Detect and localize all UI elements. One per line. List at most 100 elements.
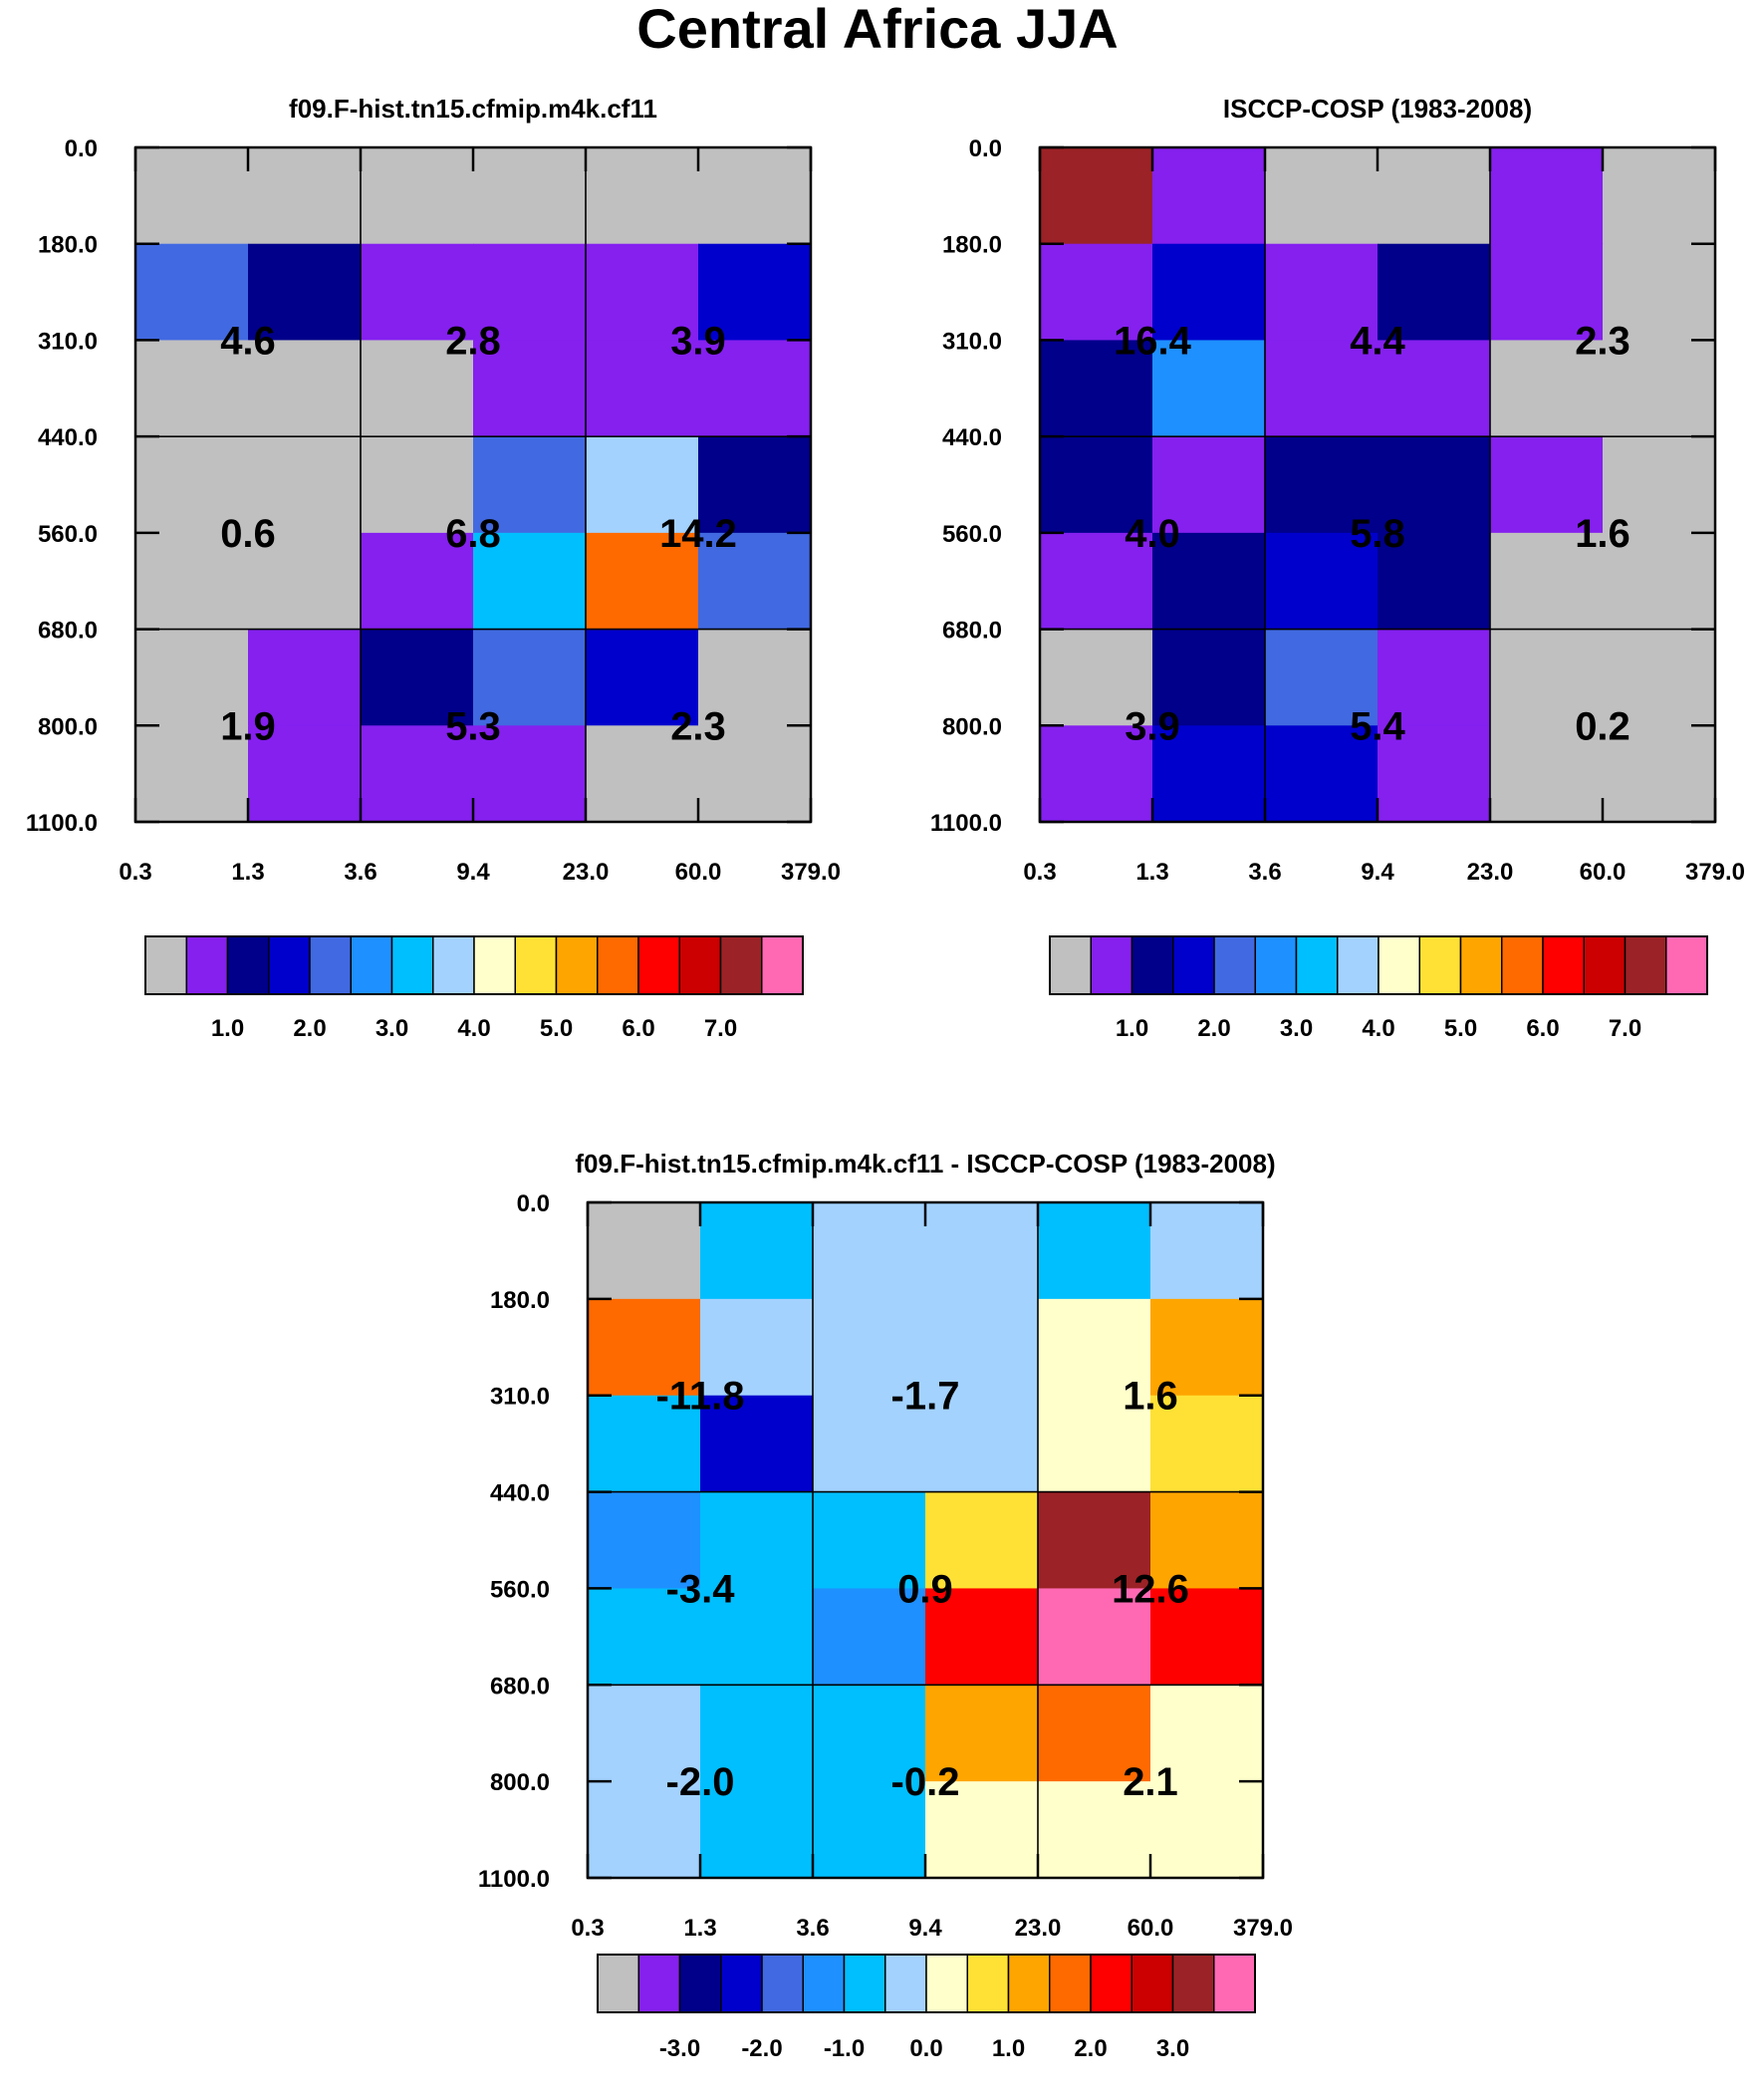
heatmap-cell <box>925 1491 1039 1590</box>
heatmap-cell <box>248 340 362 437</box>
heatmap-cell <box>1040 629 1153 726</box>
colorbar-swatch <box>1295 935 1339 995</box>
chart-panel-1: f09.F-hist.tn15.cfmip.m4k.cf11 0.0 180.0 31… <box>26 94 841 1042</box>
heatmap-cell <box>1378 725 1491 823</box>
heatmap-cell <box>1040 147 1153 245</box>
colorbar-swatch <box>802 1954 846 2013</box>
heatmap-cell <box>700 1781 814 1879</box>
colorbar-label: 6.0 <box>1526 1015 1559 1042</box>
heatmap-cell <box>1152 147 1266 245</box>
heatmap-cell <box>1378 147 1491 245</box>
heatmap-cell <box>925 1588 1039 1686</box>
heatmap-cell <box>588 1298 701 1397</box>
heatmap-cell <box>813 1202 926 1300</box>
y-tick-label: 0.0 <box>517 1190 550 1217</box>
colorbar-swatch <box>1090 935 1133 995</box>
heatmap-cell <box>1378 340 1491 437</box>
panel-title: ISCCP-COSP (1983-2008) <box>1223 94 1532 124</box>
heatmap-cell <box>1265 725 1379 823</box>
colorbar-swatch <box>226 935 270 995</box>
heatmap-cell <box>361 629 474 726</box>
heatmap-cell <box>135 147 249 245</box>
colorbar-swatch <box>268 935 311 995</box>
colorbar-swatch <box>185 935 229 995</box>
cell-value-label: -1.7 <box>891 1375 960 1419</box>
heatmap-cell <box>361 725 474 823</box>
heatmap-cell <box>1265 243 1379 342</box>
heatmap-cell <box>1152 532 1266 631</box>
cell-value-label: 1.6 <box>1123 1375 1178 1419</box>
heatmap-cell <box>473 629 587 726</box>
heatmap-cell <box>248 629 362 726</box>
colorbar-swatch <box>1378 935 1420 995</box>
heatmap-cell <box>1150 1298 1264 1397</box>
colorbar-swatch <box>678 1954 722 2013</box>
colorbar-swatch <box>1542 935 1585 995</box>
heatmap-cell <box>698 629 812 726</box>
x-tick-label: 3.6 <box>344 859 376 886</box>
heatmap-cell <box>813 1395 926 1493</box>
x-tick-label: 0.3 <box>1023 859 1056 886</box>
colorbar-label: 3.0 <box>1280 1015 1313 1042</box>
y-tick-label: 180.0 <box>38 232 98 259</box>
colorbar-swatch <box>597 1954 639 2013</box>
y-tick-label: 180.0 <box>490 1287 550 1314</box>
colorbar-swatch <box>1172 935 1215 995</box>
heatmap-cell <box>813 1685 926 1782</box>
colorbar-swatch <box>144 935 187 995</box>
y-tick-label: 310.0 <box>490 1384 550 1411</box>
cell-value-label: 4.6 <box>220 319 276 363</box>
heatmap-cell <box>698 725 812 823</box>
heatmap-cell <box>1038 1202 1151 1300</box>
heatmap-cell <box>361 532 474 631</box>
colorbar-swatch <box>637 935 680 995</box>
colorbar-swatch <box>1665 935 1708 995</box>
figure-title: Central Africa JJA <box>636 0 1118 60</box>
x-tick-label: 1.3 <box>683 1915 716 1942</box>
colorbar-swatch <box>1337 935 1380 995</box>
heatmap-cell <box>813 1588 926 1686</box>
colorbar-swatch <box>637 1954 681 2013</box>
heatmap-cell <box>700 1491 814 1590</box>
heatmap-cell <box>700 1298 814 1397</box>
cell-value-label: 12.6 <box>1112 1567 1189 1611</box>
heatmap-cell <box>925 1685 1039 1782</box>
cell-value-label: 5.4 <box>1350 704 1405 748</box>
heatmap-cell <box>588 1685 701 1782</box>
heatmap-cell <box>1038 1395 1151 1493</box>
y-tick-label: 0.0 <box>969 135 1002 162</box>
x-tick-label: 23.0 <box>1015 1915 1062 1942</box>
y-tick-label: 0.0 <box>65 135 98 162</box>
colorbar-swatch <box>1583 935 1627 995</box>
y-tick-label: 560.0 <box>38 521 98 548</box>
heatmap-cell <box>1603 725 1716 823</box>
heatmap-cell <box>1490 532 1604 631</box>
colorbar-swatch <box>678 935 722 995</box>
heatmap-cell <box>1038 1491 1151 1590</box>
heatmap-cell <box>473 725 587 823</box>
cell-value-label: 3.9 <box>670 319 726 363</box>
heatmap-cell <box>813 1781 926 1879</box>
cell-value-label: 3.9 <box>1125 704 1180 748</box>
colorbar-swatch <box>309 935 352 995</box>
y-tick-label: 440.0 <box>942 424 1002 451</box>
heatmap-cell <box>698 243 812 342</box>
heatmap-cell <box>588 1202 701 1300</box>
heatmap-cell <box>1265 532 1379 631</box>
cell-value-label: 1.9 <box>220 704 276 748</box>
heatmap-cell <box>698 147 812 245</box>
colorbar-frame <box>597 1954 1256 2013</box>
heatmap-cell <box>700 1588 814 1686</box>
heatmap-cell <box>361 436 474 534</box>
heatmap-cell <box>1603 436 1716 534</box>
heatmap-cell <box>586 725 699 823</box>
cell-value-label: 0.6 <box>220 512 276 556</box>
heatmap-cell <box>248 532 362 631</box>
heatmap-cell <box>135 340 249 437</box>
x-tick-label: 60.0 <box>675 859 722 886</box>
heatmap-cell <box>1265 629 1379 726</box>
heatmap-cell <box>1152 725 1266 823</box>
colorbar-swatch <box>1171 1954 1215 2013</box>
heatmap-cell <box>586 243 699 342</box>
